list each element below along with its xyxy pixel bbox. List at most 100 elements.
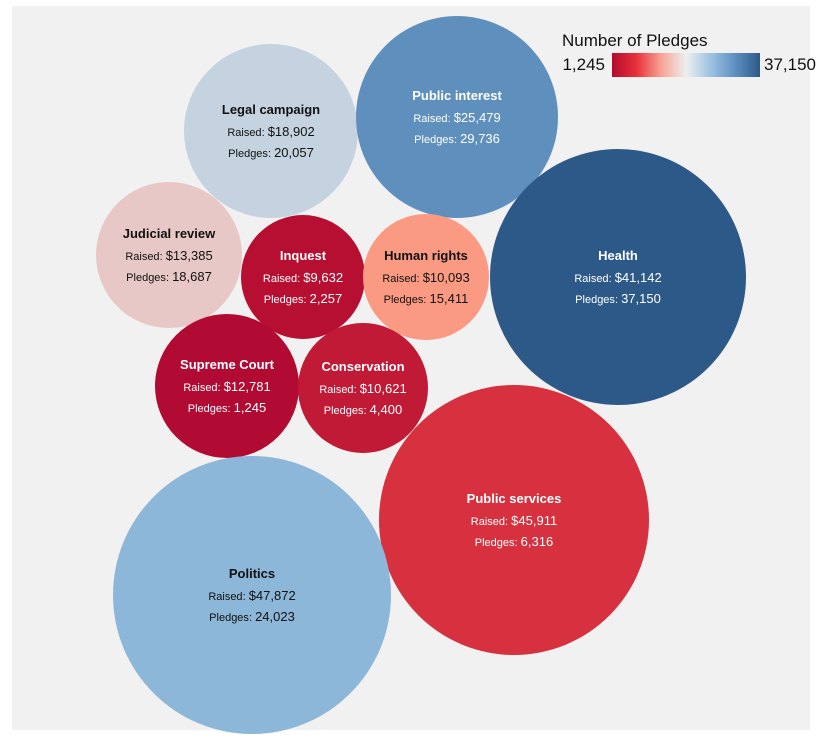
raised-label: Raised — [183, 382, 217, 394]
bubble-name-label: Public services — [467, 491, 562, 506]
legend-min-label: 1,245 — [562, 55, 605, 74]
raised-value: $25,479 — [454, 110, 501, 125]
bubble-circle — [298, 323, 428, 453]
raised-colon: : — [448, 113, 454, 125]
pledges-colon: : — [249, 612, 255, 624]
raised-label: Raised — [208, 591, 242, 603]
bubble-name-label: Public interest — [412, 88, 502, 103]
pledges-label: Pledges — [324, 405, 364, 417]
bubble-name-label: Legal campaign — [222, 102, 320, 117]
bubble-raised-line: Raised: $45,911 — [471, 513, 557, 528]
pledges-value: 29,736 — [460, 131, 500, 146]
raised-value: $41,142 — [615, 270, 662, 285]
bubble: Human rights Raised: $10,093 Pledges: 15,4… — [363, 214, 489, 340]
bubble-circle — [113, 456, 391, 734]
bubble-raised-line: Raised: $18,902 — [227, 124, 314, 139]
pledges-colon: : — [228, 403, 234, 415]
bubble: Supreme Court Raised: $12,781 Pledges: 1,2… — [155, 314, 299, 458]
pledges-label: Pledges — [126, 272, 166, 284]
pledges-label: Pledges — [575, 294, 615, 306]
bubble-pledges-line: Pledges: 1,245 — [188, 400, 266, 415]
bubble-circle — [379, 385, 649, 655]
pledges-value: 20,057 — [274, 145, 314, 160]
bubble-raised-line: Raised: $10,093 — [382, 270, 469, 285]
color-legend: Number of Pledges 1,245 37,150 — [562, 31, 816, 77]
pledges-value: 24,023 — [255, 609, 295, 624]
pledges-label: Pledges — [209, 612, 249, 624]
pledges-colon: : — [423, 294, 429, 306]
pledges-label: Pledges — [414, 134, 454, 146]
pledges-colon: : — [364, 405, 370, 417]
bubble-raised-line: Raised: $47,872 — [208, 588, 295, 603]
bubble-name-label: Politics — [229, 566, 275, 581]
pledges-value: 2,257 — [310, 291, 343, 306]
raised-label: Raised — [227, 127, 261, 139]
raised-value: $10,093 — [423, 270, 470, 285]
raised-value: $47,872 — [249, 588, 296, 603]
raised-colon: : — [218, 382, 224, 394]
bubble-pledges-line: Pledges: 15,411 — [384, 291, 469, 306]
bubble-pledges-line: Pledges: 20,057 — [228, 145, 314, 160]
legend-max-label: 37,150 — [764, 55, 816, 74]
raised-colon: : — [160, 251, 166, 263]
raised-value: $10,621 — [360, 381, 407, 396]
bubble-pledges-line: Pledges: 29,736 — [414, 131, 500, 146]
raised-value: $13,385 — [166, 248, 213, 263]
bubble-pledges-line: Pledges: 2,257 — [264, 291, 342, 306]
bubble-name-label: Inquest — [280, 248, 327, 263]
raised-value: $45,911 — [511, 513, 557, 528]
raised-colon: : — [354, 384, 360, 396]
pledges-label: Pledges — [475, 537, 515, 549]
raised-label: Raised — [382, 273, 416, 285]
raised-label: Raised — [413, 113, 447, 125]
bubble-pledges-line: Pledges: 37,150 — [575, 291, 661, 306]
bubble-raised-line: Raised: $10,621 — [319, 381, 406, 396]
bubble-circle — [356, 16, 558, 218]
legend-color-bar — [612, 53, 760, 77]
pledges-label: Pledges — [228, 148, 268, 160]
pledges-colon: : — [304, 294, 310, 306]
bubble-pledges-line: Pledges: 6,316 — [475, 534, 553, 549]
raised-value: $18,902 — [268, 124, 315, 139]
pledges-value: 6,316 — [521, 534, 554, 549]
pledges-colon: : — [615, 294, 621, 306]
bubble-circle — [241, 215, 365, 339]
pledges-label: Pledges — [264, 294, 304, 306]
bubble-raised-line: Raised: $13,385 — [125, 248, 212, 263]
raised-colon: : — [505, 516, 511, 528]
raised-label: Raised — [471, 516, 505, 528]
bubble-name-label: Supreme Court — [180, 357, 275, 372]
bubble-circle — [184, 44, 358, 218]
pledges-value: 15,411 — [430, 291, 469, 306]
bubble: Conservation Raised: $10,621 Pledges: 4,40… — [298, 323, 428, 453]
raised-label: Raised — [319, 384, 353, 396]
legend-title: Number of Pledges — [562, 31, 708, 50]
pledges-label: Pledges — [384, 294, 424, 306]
bubble-name-label: Health — [598, 248, 638, 263]
raised-value: $12,781 — [224, 379, 271, 394]
raised-colon: : — [297, 273, 303, 285]
pledges-colon: : — [166, 272, 172, 284]
pledges-value: 4,400 — [370, 402, 403, 417]
bubble-raised-line: Raised: $12,781 — [183, 379, 270, 394]
raised-colon: : — [609, 273, 615, 285]
pledges-value: 37,150 — [621, 291, 661, 306]
pledges-colon: : — [454, 134, 460, 146]
raised-colon: : — [262, 127, 268, 139]
bubble-raised-line: Raised: $41,142 — [574, 270, 661, 285]
pledges-label: Pledges — [188, 403, 228, 415]
raised-value: $9,632 — [303, 270, 343, 285]
raised-label: Raised — [574, 273, 608, 285]
bubble-circle — [96, 182, 242, 328]
pledges-value: 1,245 — [234, 400, 267, 415]
bubble-raised-line: Raised: $9,632 — [263, 270, 343, 285]
bubble-circle — [490, 149, 746, 405]
bubble-name-label: Conservation — [321, 359, 404, 374]
bubble-pledges-line: Pledges: 18,687 — [126, 269, 212, 284]
bubble-circle — [363, 214, 489, 340]
bubble: Legal campaign Raised: $18,902 Pledges: 20… — [184, 44, 358, 218]
